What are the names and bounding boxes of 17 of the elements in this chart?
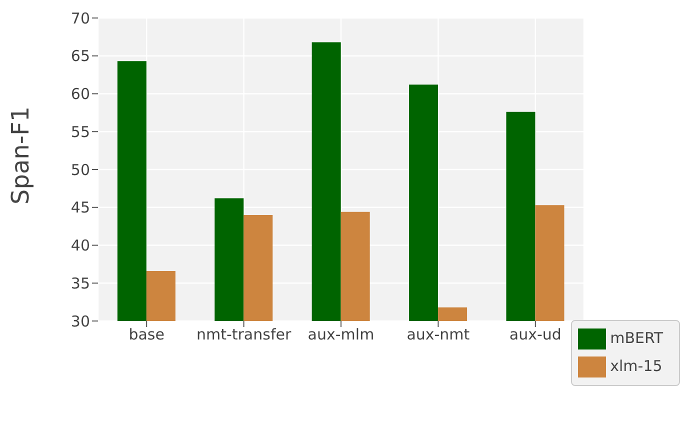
y-tick-label: 55 [70, 122, 90, 141]
x-tick-label: nmt-transfer [196, 326, 292, 344]
y-tick-label: 65 [70, 47, 90, 66]
y-tick-label: 45 [70, 198, 90, 217]
y-tick-label: 30 [70, 312, 90, 330]
y-tick-label: 50 [70, 160, 90, 179]
y-axis-title: Span-F1 [6, 106, 35, 204]
x-tick-label: aux-nmt [406, 326, 470, 344]
legend-label: xlm-15 [610, 357, 662, 376]
x-tick-label: aux-ud [509, 326, 562, 344]
y-tick-label: 35 [70, 274, 90, 292]
y-tick-label: 40 [70, 236, 90, 255]
x-tick-label: base [128, 326, 164, 344]
legend-label: mBERT [610, 329, 663, 348]
y-tick-label: 70 [70, 9, 90, 28]
x-tick-label: aux-mlm [308, 326, 374, 344]
y-tick-label: 60 [70, 85, 90, 104]
